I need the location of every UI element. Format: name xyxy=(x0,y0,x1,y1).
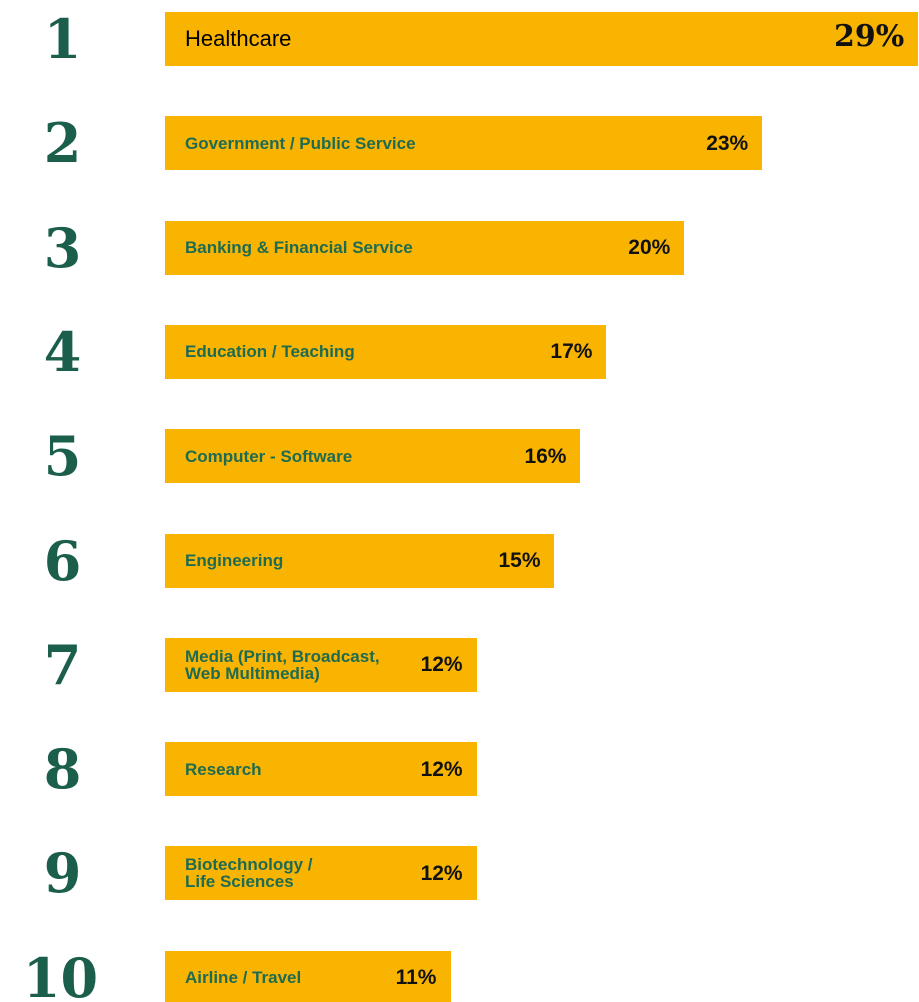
value-label: 16% xyxy=(524,444,567,468)
bar xyxy=(165,429,581,484)
category-label: Airline / Travel xyxy=(185,968,302,988)
rank-number: 6 xyxy=(43,528,82,593)
value-label: 17% xyxy=(550,340,593,364)
bar xyxy=(165,742,477,797)
bar xyxy=(165,533,555,588)
rank-number: 7 xyxy=(43,632,82,697)
bar xyxy=(165,324,607,379)
rank-number: 3 xyxy=(43,215,82,280)
category-label: Research xyxy=(185,759,262,779)
rank-number: 10 xyxy=(22,945,99,1002)
category-label: Biotechnology / Life Sciences xyxy=(185,855,313,892)
rank-number: 8 xyxy=(43,737,82,802)
bar xyxy=(165,12,918,66)
category-label: Banking & Financial Service xyxy=(185,238,413,258)
category-label: Education / Teaching xyxy=(185,342,355,362)
bar xyxy=(165,846,477,901)
category-label: Healthcare xyxy=(185,26,292,51)
category-label: Media (Print, Broadcast, Web Multimedia) xyxy=(185,646,380,683)
value-label: 23% xyxy=(706,131,749,155)
rank-number: 4 xyxy=(43,319,82,384)
bar xyxy=(165,116,763,171)
category-label: Government / Public Service xyxy=(185,133,416,153)
category-label: Computer - Software xyxy=(185,446,353,466)
rank-number: 5 xyxy=(43,424,82,489)
value-label: 20% xyxy=(628,236,671,260)
rank-number: 2 xyxy=(43,111,82,176)
value-label: 12% xyxy=(420,653,463,677)
value-label: 12% xyxy=(420,861,463,885)
value-label: 15% xyxy=(498,549,541,572)
bar xyxy=(165,950,451,1002)
rank-number: 1 xyxy=(43,7,82,71)
category-label: Engineering xyxy=(185,551,284,570)
value-label: 12% xyxy=(420,757,463,781)
value-label: 11% xyxy=(395,966,437,990)
value-label: 29% xyxy=(834,19,905,54)
rank-number: 9 xyxy=(43,841,82,906)
bar xyxy=(165,220,685,275)
bar xyxy=(165,637,477,692)
